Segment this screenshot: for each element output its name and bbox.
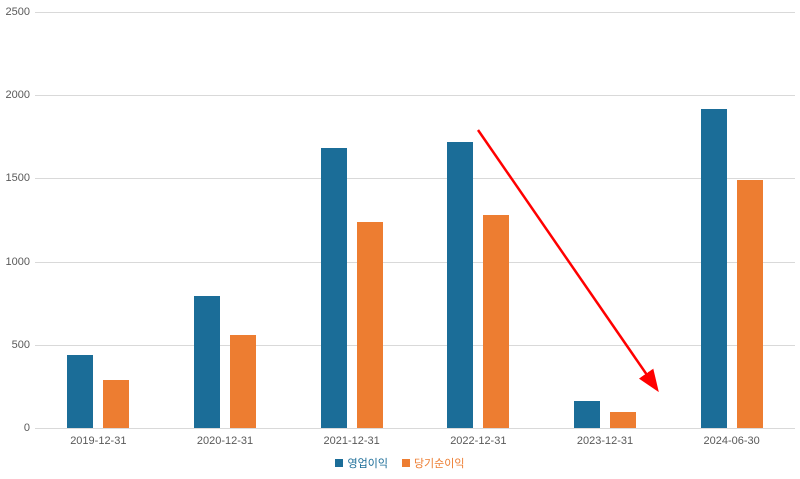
bar-operating-profit xyxy=(194,295,220,428)
gridline xyxy=(35,12,795,13)
x-axis-label: 2020-12-31 xyxy=(196,435,254,447)
bar-net-income xyxy=(736,180,763,428)
legend-label: 영업이익 xyxy=(347,458,388,470)
bar-net-income xyxy=(356,222,383,428)
y-axis-tick-label: 2000 xyxy=(5,89,30,102)
gridline xyxy=(35,344,795,346)
x-axis-label: 2021-12-31 xyxy=(323,435,380,447)
gridline xyxy=(35,261,795,263)
x-axis-label: 2024-06-30 xyxy=(703,435,760,447)
bar-net-income xyxy=(610,412,636,428)
legend-label: 당기순이익 xyxy=(413,458,465,470)
x-axis-label: 2023-12-31 xyxy=(576,435,634,447)
x-axis-label: 2019-12-31 xyxy=(70,435,127,447)
legend-item: 영업이익 xyxy=(335,455,388,471)
gridline xyxy=(35,95,795,97)
y-axis-tick-label: 1500 xyxy=(5,172,30,185)
legend-swatch xyxy=(401,459,410,467)
y-axis-tick-label: 0 xyxy=(23,422,30,434)
bar-net-income xyxy=(230,334,256,428)
gridline xyxy=(35,428,795,429)
bar-operating-profit xyxy=(700,108,727,428)
gridline xyxy=(35,178,795,180)
legend-item: 당기순이익 xyxy=(401,455,465,471)
bar-operating-profit xyxy=(447,141,474,428)
y-axis-tick-label: 1000 xyxy=(5,255,30,268)
y-axis-tick-label: 500 xyxy=(11,338,30,351)
bar-operating-profit xyxy=(320,148,347,428)
x-axis-label: 2022-12-31 xyxy=(450,435,507,447)
legend-swatch xyxy=(335,459,344,467)
chart-legend: 영업이익 당기순이익 xyxy=(0,455,800,471)
bar-net-income xyxy=(103,379,130,428)
bar-operating-profit xyxy=(574,400,600,428)
bar-operating-profit xyxy=(67,354,94,428)
bar-net-income xyxy=(483,215,510,428)
y-axis-tick-label: 2500 xyxy=(5,6,30,18)
